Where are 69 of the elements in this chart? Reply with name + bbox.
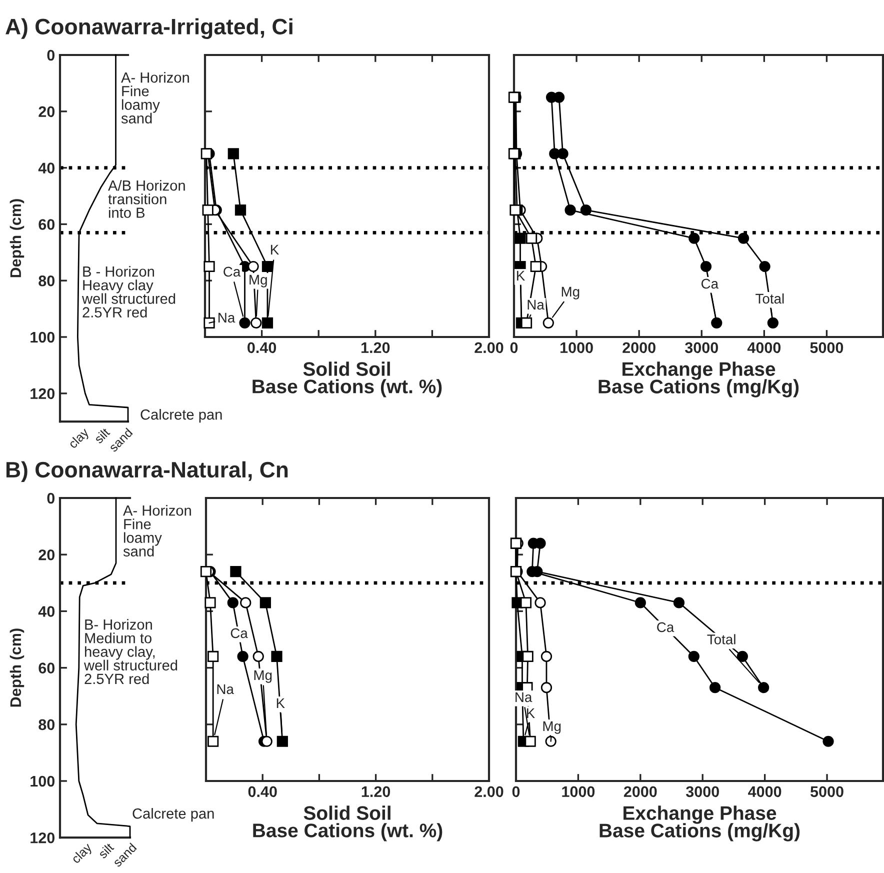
text: Calcrete pan <box>132 808 214 822</box>
text: clay <box>68 427 92 451</box>
series-label: K <box>517 270 525 280</box>
series-label: Mg <box>254 670 272 683</box>
y-tick-label: 80 <box>38 275 55 286</box>
series-label: Ca <box>657 622 674 632</box>
x-tick-label: 2000 <box>622 342 656 354</box>
x-tick-label: 0 <box>512 786 520 798</box>
x-tick-label: 1000 <box>562 786 595 798</box>
x-axis-title: Solid Soil Base Cations (wt. %) <box>253 806 442 842</box>
series-label: K <box>526 708 535 718</box>
legend-label: Na <box>218 312 236 323</box>
y-axis-title: Depth (cm) <box>10 628 24 707</box>
y-axis-title: Depth (cm) <box>10 199 24 278</box>
annotation: A- Horizon Fine loamy sand <box>121 72 189 124</box>
x-tick-label: 2000 <box>624 786 657 798</box>
text: clay <box>70 842 94 866</box>
series-label: Ca <box>230 628 248 638</box>
annotation: B- Horizon Medium to heavy clay, well structured 2.5YR red <box>84 619 178 684</box>
y-tick-label: 100 <box>30 776 55 787</box>
y-tick-label: 100 <box>30 332 55 343</box>
annotation: B - Horizon Heavy clay well structured 2.5YR red <box>82 266 176 318</box>
series-label: Na <box>516 692 532 702</box>
x-tick-label: 3000 <box>684 342 718 354</box>
x-axis-title: Solid Soil Base Cations (wt. %) <box>252 362 442 398</box>
x-tick-label: 4000 <box>748 786 782 798</box>
x-tick-label: 3000 <box>686 786 719 798</box>
chart-title: B) Coonawarra-Natural, Cn <box>6 461 288 482</box>
legend-label: Na <box>528 300 544 310</box>
annotation: A- Horizon Fine loamy sand <box>123 505 191 556</box>
series-label: K <box>270 244 279 254</box>
series-label: Mg <box>250 274 267 288</box>
x-tick-label: 4000 <box>747 342 781 354</box>
y-tick-label: 20 <box>38 106 55 118</box>
x-tick-label: 0.40 <box>248 342 276 354</box>
x-axis-title: Exchange Phase Base Cations (mg/Kg) <box>598 362 799 398</box>
series-label: Na <box>217 684 234 694</box>
series-label: K <box>276 698 285 708</box>
text: silt <box>93 427 110 444</box>
y-tick-label: 60 <box>38 662 55 674</box>
annotation: A/B Horizon transition into B <box>108 180 185 218</box>
x-tick-label: 2.00 <box>474 786 504 798</box>
y-tick-label: 40 <box>38 162 55 174</box>
series-label: Ca <box>701 278 719 289</box>
x-tick-label: 1000 <box>560 342 593 354</box>
x-tick-label: 1.20 <box>361 342 390 354</box>
y-tick-label: 120 <box>30 388 55 400</box>
x-tick-label: 5000 <box>810 342 844 354</box>
y-tick-label: 40 <box>38 606 55 617</box>
x-tick-label: 5000 <box>810 786 844 798</box>
chart-title: A) Coonawarra-Irrigated, Ci <box>6 18 292 39</box>
y-tick-label: 0 <box>47 492 55 504</box>
series-label: Total <box>707 634 736 644</box>
y-tick-label: 80 <box>38 719 55 730</box>
x-tick-label: 0.40 <box>248 786 277 798</box>
x-tick-label: 0 <box>510 342 518 354</box>
series-label: Total <box>756 293 784 304</box>
series-label: Ca <box>224 266 241 277</box>
y-tick-label: 0 <box>47 50 55 61</box>
y-tick-label: 20 <box>38 549 55 560</box>
x-axis-title: Exchange Phase Base Cations (mg/Kg) <box>600 806 800 842</box>
legend-label: Mg <box>543 721 561 734</box>
x-tick-label: 1.20 <box>362 786 390 798</box>
y-tick-label: 60 <box>38 219 55 230</box>
x-tick-label: 2.00 <box>474 342 504 354</box>
text: Calcrete pan <box>140 409 222 423</box>
text: silt <box>97 842 114 860</box>
series-label: Mg <box>562 286 580 300</box>
y-tick-label: 120 <box>30 832 55 844</box>
